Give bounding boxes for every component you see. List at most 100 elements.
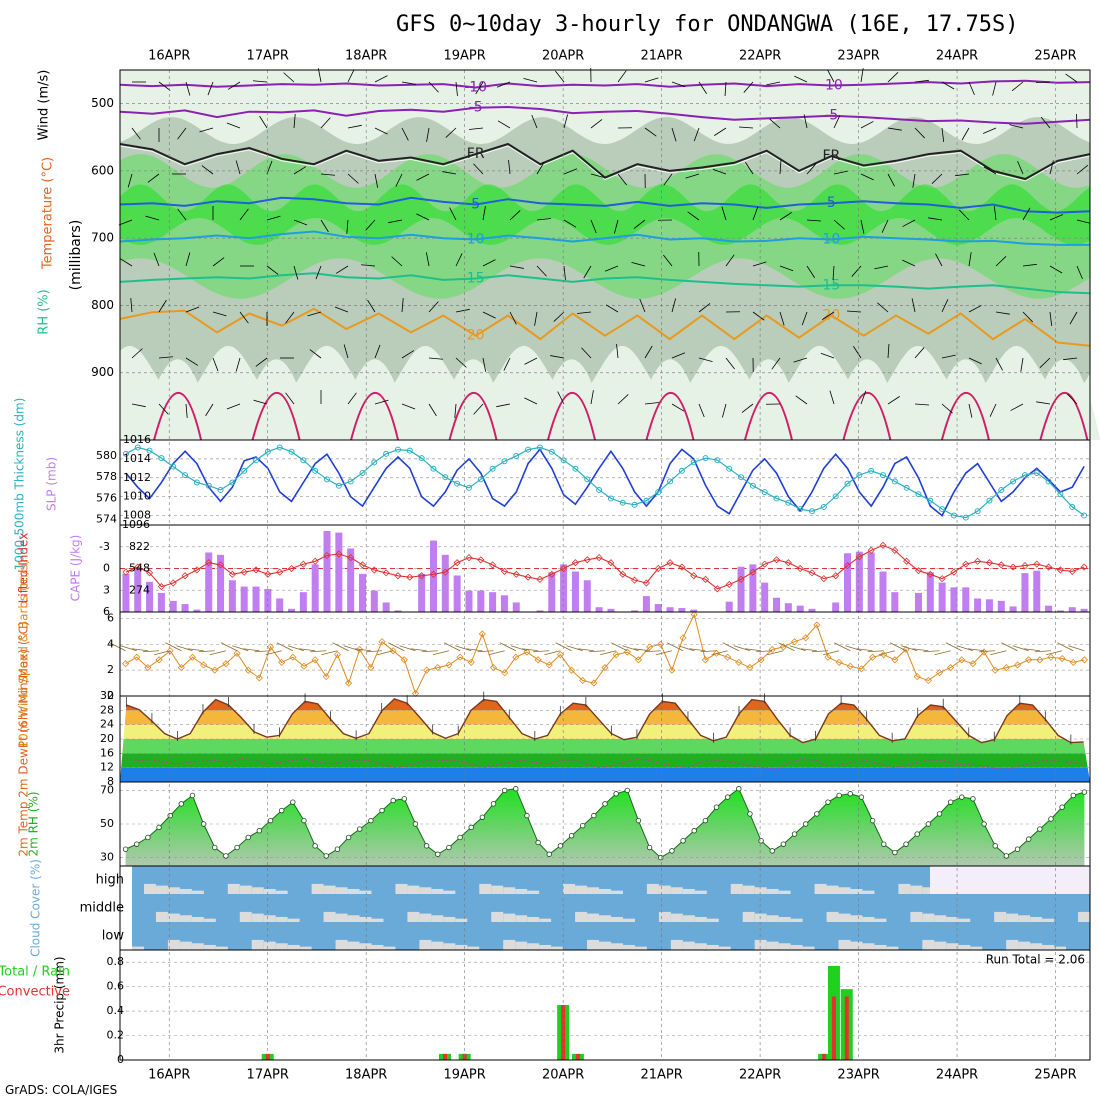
rh-point [791,831,798,837]
li-point [453,559,461,567]
wind-speed-point [869,653,877,661]
wind-barb [1063,357,1078,361]
cloud-axis-label: Cloud Cover (%) [29,859,43,957]
wind-barb [633,219,646,229]
isotherm-25-loop [547,392,596,441]
cloud-cell [203,944,216,950]
wind-speed-point [757,656,765,664]
li-point [962,560,970,568]
cloud-cell [263,915,276,922]
isotherm-25-loop [350,392,400,441]
li-point [394,572,402,580]
wind-barb [347,69,355,83]
rh-point [635,817,642,824]
isotherm-label-FR: FR [467,146,485,162]
thickness-point [536,444,543,451]
cloud-cell [778,916,791,922]
wind-speed-point [534,656,542,664]
cloud-cell [826,911,839,922]
thickness-point [572,465,579,472]
cloud-row-label: low [102,929,125,944]
thickness-point [584,476,591,483]
wind-barb [914,127,926,139]
wind-barb [131,348,143,359]
li-point [418,572,426,580]
li-point [595,554,603,562]
rh-point [189,792,196,799]
wind10m-barb [700,650,717,653]
thickness-point [146,447,153,454]
li-point [276,568,284,576]
thickness-point [749,482,756,489]
wind10m-barb [1023,648,1040,652]
wind-speed-point [802,634,810,642]
cloud-cell [958,918,971,922]
cape-bar [690,609,698,612]
wind10m-axis-label: 10m Wind Speed & Barbs (m/s) [17,560,31,749]
cloud-cell [371,944,384,950]
upper-ytick-label: 800 [91,298,114,312]
isotherm-label-10: 10 [822,232,840,248]
cloud-cell [275,890,288,894]
isotherm-label-15: 15 [467,271,485,287]
cloud-cell [335,939,348,950]
thickness-point [430,465,437,472]
rh-point [1048,816,1054,822]
cape-bar [914,592,922,612]
rh-point [925,821,932,827]
wind-barb [401,127,409,141]
rh-point [680,838,686,844]
wind-speed-point [411,689,420,697]
wind-speed-point [434,664,442,672]
wind-speed-point [902,645,910,654]
cloud-cover-panel [132,866,1090,950]
cape-bar [595,607,603,612]
rh-point [1037,826,1043,832]
temp-axis-label: 2m Temp 2m DewPt (6hr Min/Max) (°C) [17,621,31,856]
rh-ytick-label: 70 [100,783,114,796]
cloud-cell [132,946,144,950]
cloud-cell [850,941,863,950]
rh-point [747,811,753,817]
li-point [169,579,177,587]
top-xtick-label: 21APR [640,49,682,64]
wind-barb [185,403,188,418]
wind-barb [347,173,359,184]
precip-ytick-label: 0.4 [107,1004,125,1017]
cloud-cell [167,913,180,922]
wind10m-barb [990,650,1007,656]
temp-ytick-label: 16 [100,746,114,759]
wind-barb [887,71,899,83]
thickness-point [939,506,946,513]
wind-barb [685,173,700,179]
li-point [690,572,698,580]
upper-air-panel: -10 -10 -5 -5 FR FR 5 5 10 10 15 15 20 20 [118,67,1100,441]
wind10m-barb [1034,650,1052,653]
cloud-cell [946,916,959,922]
cape-bar [985,599,993,612]
wind-barb [714,127,727,136]
cloud-cell [622,944,635,950]
wind10m-barb [198,650,215,653]
cape-bar [631,610,639,612]
rh-point [435,851,441,857]
wind-barb [374,173,379,188]
thickness-point [371,459,378,466]
li-point [772,556,781,564]
wind-barb [253,399,268,405]
wind-barb [293,114,296,129]
wind10m-barb [131,648,148,652]
wind10m-barb [522,648,539,652]
rh-point [145,834,151,841]
cloud-cell [479,883,492,894]
wind-barb [1076,164,1089,175]
wind-barb [741,403,754,413]
isotherm-label-20: 20 [467,328,485,344]
cloud-cell [910,885,923,894]
wind-barb [361,264,376,267]
wind-barb [293,219,308,226]
thickness-ytick-label: 580 [96,449,117,462]
wind-speed-point [679,634,687,642]
temp-ytick-label: 32 [100,689,114,702]
wind-barb [531,114,538,129]
